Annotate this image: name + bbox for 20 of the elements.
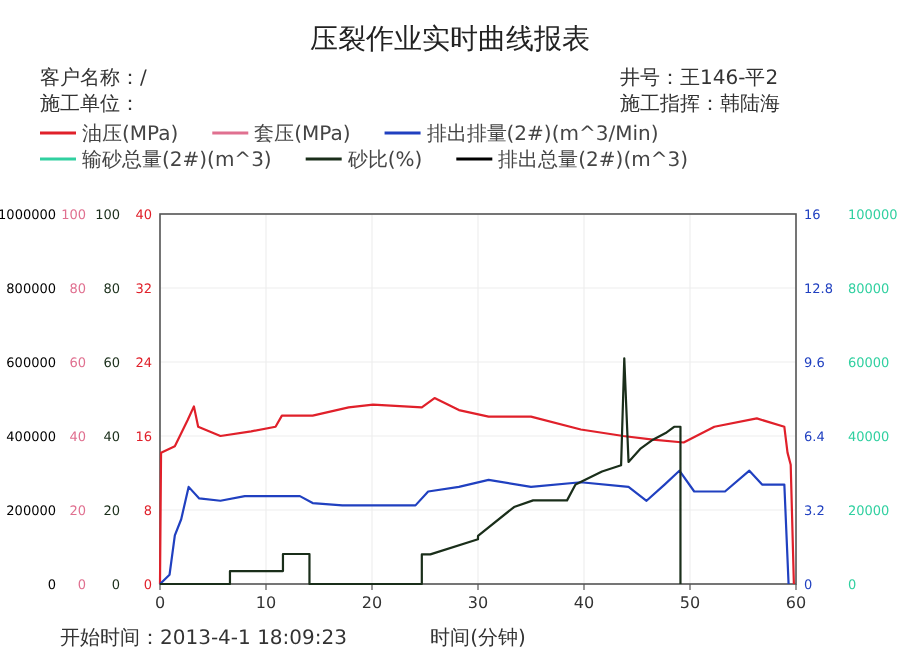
- x-tick-label: 0: [154, 594, 166, 612]
- legend-label: 排出总量(2#)(m^3): [498, 148, 689, 172]
- text: 施工指挥：韩陆海: [620, 92, 780, 116]
- x-tick-label: 10: [255, 594, 277, 612]
- legend-label: 油压(MPa): [82, 122, 179, 146]
- chart-title: 压裂作业实时曲线报表: [310, 24, 590, 56]
- legend-label: 砂比(%): [345, 148, 423, 172]
- x-tick-label: 50: [679, 594, 701, 612]
- legend-label: 套压(MPa): [254, 122, 351, 146]
- x-tick-label: 60: [785, 594, 807, 612]
- text: 客户名称：/: [40, 66, 148, 90]
- legend-label: 输砂总量(2#)(m^3): [82, 148, 272, 172]
- text: 开始时间：2013-4-1 18:09:23: [60, 626, 347, 650]
- x-tick-label: 30: [467, 594, 489, 612]
- text: 施工单位：: [40, 92, 140, 116]
- legend-label: 排出排量(2#)(m^3/Min): [426, 122, 659, 146]
- x-tick-label: 20: [361, 594, 383, 612]
- x-tick-label: 40: [573, 594, 595, 612]
- x-axis-title: 时间(分钟): [430, 626, 526, 650]
- text: 井号：王146-平2: [620, 66, 779, 90]
